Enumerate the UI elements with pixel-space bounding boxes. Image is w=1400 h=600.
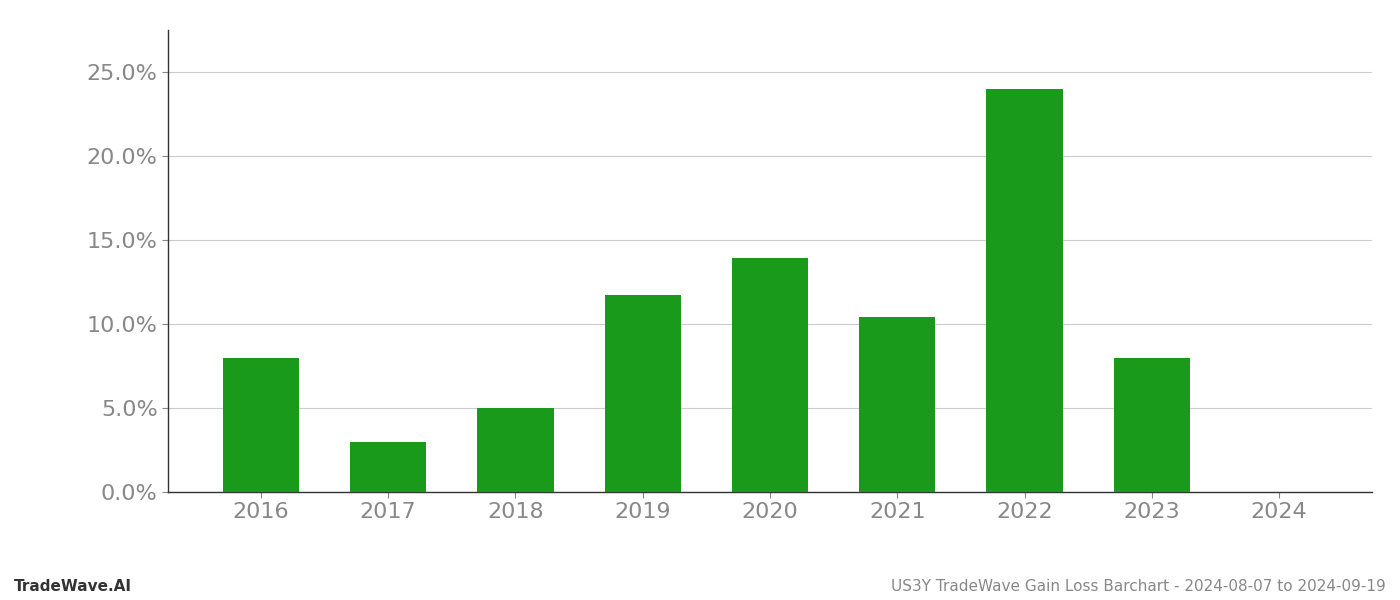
Text: TradeWave.AI: TradeWave.AI — [14, 579, 132, 594]
Bar — [1113, 358, 1190, 492]
Text: US3Y TradeWave Gain Loss Barchart - 2024-08-07 to 2024-09-19: US3Y TradeWave Gain Loss Barchart - 2024… — [892, 579, 1386, 594]
Bar — [605, 295, 680, 492]
Bar — [223, 358, 300, 492]
Bar — [987, 89, 1063, 492]
Bar — [350, 442, 427, 492]
Bar — [477, 408, 553, 492]
Bar — [860, 317, 935, 492]
Bar — [732, 259, 808, 492]
